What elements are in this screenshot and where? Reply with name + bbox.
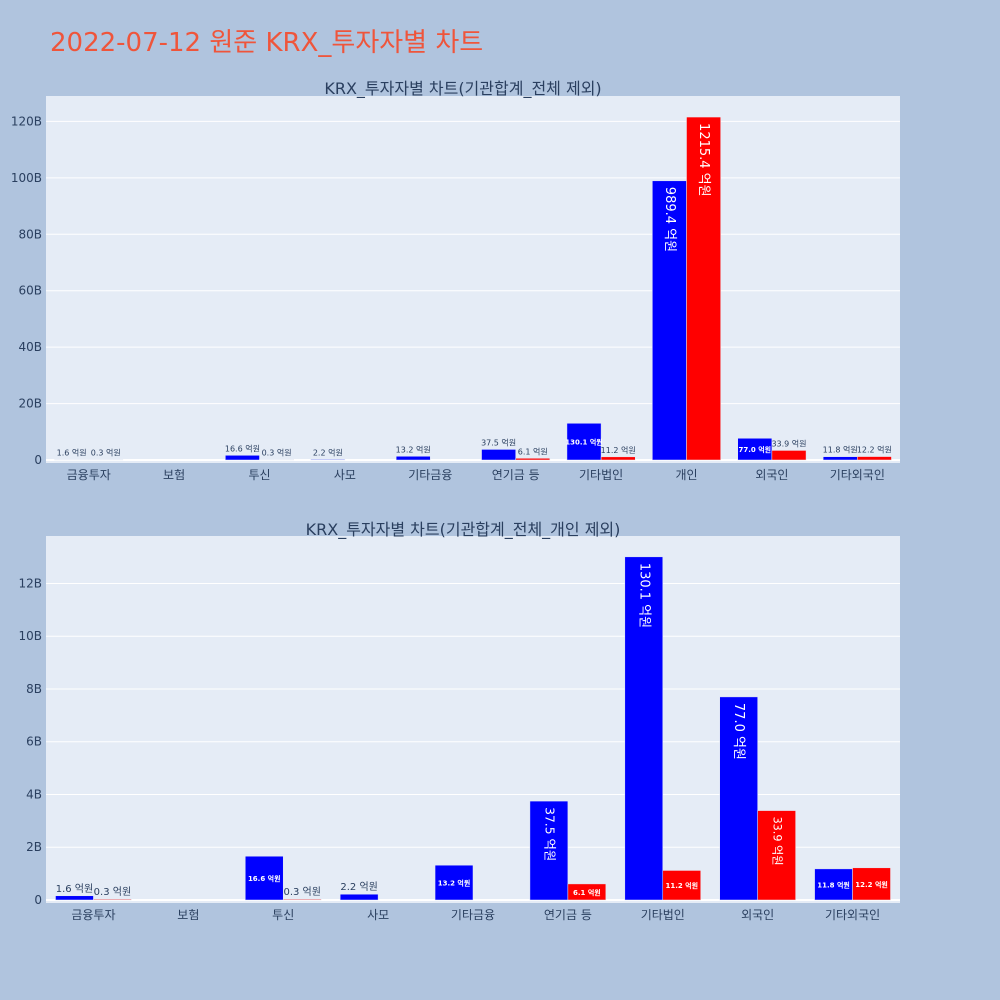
x-tick-label: 연기금 등: [492, 468, 540, 482]
data-label: 16.6 억원: [248, 874, 281, 883]
bar: [529, 800, 569, 901]
y-tick-label: 60B: [18, 284, 42, 298]
data-label: 16.6 억원: [225, 443, 260, 453]
y-tick-label: 10B: [18, 629, 42, 643]
data-label: 37.5 억원: [542, 807, 556, 861]
bar: [310, 459, 346, 461]
data-label: 33.9 억원: [771, 817, 784, 866]
data-label: 0.3 억원: [94, 886, 131, 898]
bar: [567, 883, 607, 901]
bar: [624, 556, 664, 901]
x-tick-label: 사모: [367, 908, 389, 922]
y-tick-label: 2B: [26, 840, 42, 854]
bar: [434, 864, 474, 901]
x-tick-label: 연기금 등: [544, 908, 592, 922]
x-tick-label: 개인: [675, 468, 697, 482]
data-label: 11.2 억원: [601, 445, 636, 455]
data-label: 1.6 억원: [57, 448, 87, 458]
y-tick-label: 6B: [26, 735, 42, 749]
data-label: 12.2 억원: [855, 880, 888, 889]
bar: [225, 455, 260, 461]
x-tick-label: 기타금융: [451, 908, 495, 922]
bar: [339, 893, 379, 901]
chart-title: KRX_투자자별 차트(기관합계_전체_개인 제외): [306, 520, 621, 540]
bar: [822, 456, 858, 461]
bar: [55, 895, 94, 901]
y-tick-label: 4B: [26, 787, 42, 801]
data-label: 37.5 억원: [481, 437, 516, 447]
x-tick-label: 금융투자: [67, 468, 111, 482]
y-tick-label: 12B: [18, 576, 42, 590]
x-tick-label: 보험: [163, 468, 185, 482]
chart-top: 0 20B 40B 60B 80B 100B 120B KRX_투자자별 차트(기관합계_전체…: [11, 79, 900, 482]
x-tick-label: 기타외국인: [830, 468, 885, 482]
bar: [245, 855, 284, 901]
bar: [600, 456, 636, 461]
data-label: 6.1 억원: [573, 888, 601, 897]
bar: [395, 456, 431, 461]
data-label: 989.4 억원: [662, 187, 677, 252]
bar: [771, 450, 807, 461]
data-label: 12.2 억원: [857, 445, 892, 455]
x-tick-label: 외국인: [755, 468, 788, 482]
data-label: 2.2 억원: [340, 881, 377, 893]
bar: [737, 438, 773, 461]
data-label: 13.2 억원: [438, 879, 471, 888]
x-tick-label: 기타법인: [579, 468, 623, 482]
x-tick-label: 기타법인: [641, 908, 685, 922]
x-tick-label: 투신: [272, 908, 294, 922]
bar: [481, 449, 516, 461]
data-label: 130.1 억원: [565, 438, 602, 447]
y-tick-label: 8B: [26, 682, 42, 696]
y-tick-label: 20B: [18, 397, 42, 411]
bar: [852, 867, 891, 901]
y-tick-label: 0: [34, 453, 42, 467]
data-label: 13.2 억원: [396, 444, 431, 454]
bar: [757, 810, 796, 901]
bar: [686, 116, 721, 461]
data-label: 77.0 억원: [739, 445, 772, 454]
bar: [54, 459, 89, 461]
chart-title: KRX_투자자별 차트(기관합계_전체 제외): [324, 79, 601, 99]
x-tick-label: 기타외국인: [825, 908, 880, 922]
data-label: 0.3 억원: [283, 886, 320, 898]
bar: [719, 696, 758, 901]
data-label: 11.8 억원: [817, 880, 850, 889]
data-label: 1.6 억원: [56, 883, 93, 895]
y-tick-label: 0: [34, 893, 42, 907]
data-label: 6.1 억원: [518, 446, 548, 456]
bar: [814, 868, 853, 901]
data-label: 2.2 억원: [313, 447, 343, 457]
data-label: 33.9 억원: [771, 438, 806, 448]
bar: [88, 459, 124, 461]
data-label: 0.3 억원: [91, 448, 121, 458]
x-tick-label: 금융투자: [71, 908, 115, 922]
x-tick-label: 사모: [334, 468, 356, 482]
y-tick-label: 40B: [18, 340, 42, 354]
data-label: 11.8 억원: [823, 445, 858, 455]
x-tick-label: 기타금융: [408, 468, 452, 482]
bar: [652, 180, 687, 461]
bar: [259, 459, 294, 461]
y-tick-label: 80B: [18, 227, 42, 241]
y-tick-label: 100B: [11, 171, 42, 185]
data-label: 0.3 억원: [262, 448, 292, 458]
data-label: 1215.4 억원: [696, 123, 711, 197]
bar: [93, 898, 132, 901]
data-label: 77.0 억원: [731, 703, 746, 760]
bar: [282, 898, 322, 901]
bar: [857, 456, 892, 461]
bar: [662, 870, 701, 901]
x-tick-label: 보험: [177, 908, 199, 922]
chart-bottom: 0 2B 4B 6B 8B 10B 12B KRX_투자자별 차트(기관합계_전체_개인 제외…: [18, 520, 900, 922]
data-label: 11.2 억원: [665, 881, 698, 890]
bar: [566, 423, 602, 461]
bar: [515, 458, 551, 461]
x-tick-label: 투신: [248, 468, 270, 482]
data-label: 130.1 억원: [636, 563, 651, 628]
page-title: 2022-07-12 원준 KRX_투자자별 차트: [50, 28, 484, 58]
plot-background: [46, 96, 900, 463]
y-tick-label: 120B: [11, 114, 42, 128]
x-tick-label: 외국인: [741, 908, 774, 922]
